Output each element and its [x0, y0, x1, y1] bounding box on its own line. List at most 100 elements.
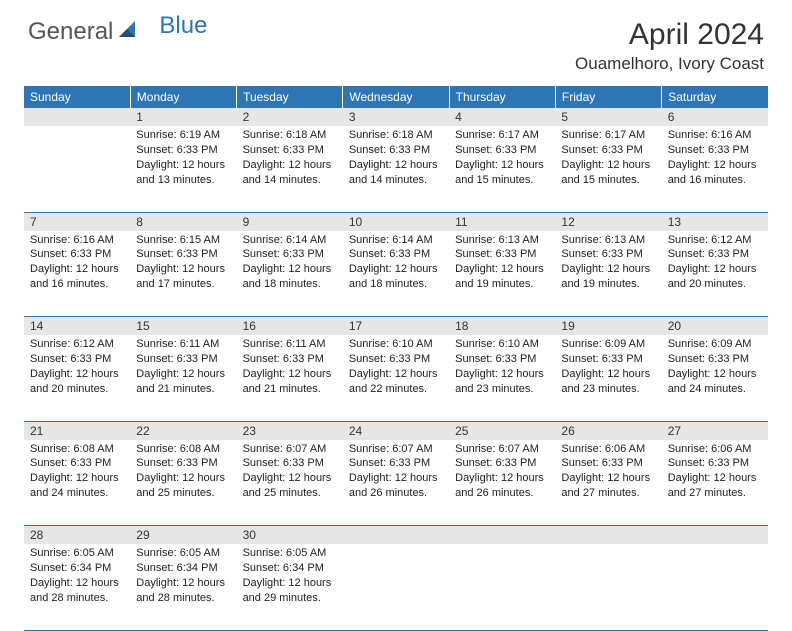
day-data-cell: Sunrise: 6:10 AMSunset: 6:33 PMDaylight:… [449, 335, 555, 421]
brand-part1: General [28, 18, 113, 46]
day-data: Sunrise: 6:05 AMSunset: 6:34 PMDaylight:… [237, 544, 343, 609]
day-data-cell: Sunrise: 6:10 AMSunset: 6:33 PMDaylight:… [343, 335, 449, 421]
day-data-cell: Sunrise: 6:14 AMSunset: 6:33 PMDaylight:… [237, 231, 343, 317]
day-number-cell: 11 [449, 212, 555, 231]
brand-sail-icon [117, 18, 139, 46]
day-data-cell: Sunrise: 6:07 AMSunset: 6:33 PMDaylight:… [449, 440, 555, 526]
sunset-line: Sunset: 6:33 PM [136, 352, 230, 367]
day-data-cell: Sunrise: 6:18 AMSunset: 6:33 PMDaylight:… [237, 126, 343, 212]
daylight-line: Daylight: 12 hours and 22 minutes. [349, 367, 443, 397]
sunrise-line: Sunrise: 6:13 AM [455, 233, 549, 248]
sunset-line: Sunset: 6:33 PM [349, 456, 443, 471]
day-data-cell: Sunrise: 6:19 AMSunset: 6:33 PMDaylight:… [130, 126, 236, 212]
day-data-cell: Sunrise: 6:17 AMSunset: 6:33 PMDaylight:… [449, 126, 555, 212]
sunrise-line: Sunrise: 6:07 AM [455, 442, 549, 457]
sunrise-line: Sunrise: 6:18 AM [349, 128, 443, 143]
daylight-line: Daylight: 12 hours and 19 minutes. [455, 262, 549, 292]
title-block: April 2024 Ouamelhoro, Ivory Coast [575, 18, 764, 74]
day-data: Sunrise: 6:17 AMSunset: 6:33 PMDaylight:… [449, 126, 555, 191]
sunset-line: Sunset: 6:33 PM [455, 143, 549, 158]
day-header: Tuesday [237, 86, 343, 108]
day-number-cell: 20 [662, 317, 768, 336]
sunset-line: Sunset: 6:33 PM [243, 143, 337, 158]
sunset-line: Sunset: 6:33 PM [243, 456, 337, 471]
calendar-head: SundayMondayTuesdayWednesdayThursdayFrid… [24, 86, 768, 108]
sunrise-line: Sunrise: 6:08 AM [136, 442, 230, 457]
day-number-cell: 28 [24, 526, 130, 545]
day-data-row: Sunrise: 6:19 AMSunset: 6:33 PMDaylight:… [24, 126, 768, 212]
sunset-line: Sunset: 6:34 PM [30, 561, 124, 576]
day-data: Sunrise: 6:19 AMSunset: 6:33 PMDaylight:… [130, 126, 236, 191]
day-data-cell: Sunrise: 6:09 AMSunset: 6:33 PMDaylight:… [555, 335, 661, 421]
daylight-line: Daylight: 12 hours and 26 minutes. [349, 471, 443, 501]
day-header: Wednesday [343, 86, 449, 108]
sunset-line: Sunset: 6:33 PM [30, 352, 124, 367]
day-number-cell: 3 [343, 108, 449, 126]
day-number-cell: 1 [130, 108, 236, 126]
day-data: Sunrise: 6:11 AMSunset: 6:33 PMDaylight:… [237, 335, 343, 400]
day-data-cell: Sunrise: 6:07 AMSunset: 6:33 PMDaylight:… [237, 440, 343, 526]
day-number-cell: 2 [237, 108, 343, 126]
day-data-cell: Sunrise: 6:05 AMSunset: 6:34 PMDaylight:… [24, 544, 130, 630]
daylight-line: Daylight: 12 hours and 16 minutes. [30, 262, 124, 292]
day-data-cell: Sunrise: 6:06 AMSunset: 6:33 PMDaylight:… [662, 440, 768, 526]
calendar-table: SundayMondayTuesdayWednesdayThursdayFrid… [24, 86, 768, 631]
sunset-line: Sunset: 6:33 PM [668, 247, 762, 262]
day-number-row: 282930 [24, 526, 768, 545]
day-data: Sunrise: 6:16 AMSunset: 6:33 PMDaylight:… [24, 231, 130, 296]
day-number-cell: 12 [555, 212, 661, 231]
sunset-line: Sunset: 6:33 PM [136, 456, 230, 471]
daylight-line: Daylight: 12 hours and 27 minutes. [561, 471, 655, 501]
sunrise-line: Sunrise: 6:10 AM [349, 337, 443, 352]
day-data: Sunrise: 6:06 AMSunset: 6:33 PMDaylight:… [555, 440, 661, 505]
day-data-cell: Sunrise: 6:06 AMSunset: 6:33 PMDaylight:… [555, 440, 661, 526]
day-data-cell [24, 126, 130, 212]
daylight-line: Daylight: 12 hours and 26 minutes. [455, 471, 549, 501]
page-header: General Blue April 2024 Ouamelhoro, Ivor… [0, 0, 792, 82]
day-number-cell: 24 [343, 421, 449, 440]
daylight-line: Daylight: 12 hours and 14 minutes. [349, 158, 443, 188]
sunset-line: Sunset: 6:33 PM [349, 352, 443, 367]
day-header: Monday [130, 86, 236, 108]
day-number-cell [662, 526, 768, 545]
day-header: Thursday [449, 86, 555, 108]
day-data-cell: Sunrise: 6:16 AMSunset: 6:33 PMDaylight:… [662, 126, 768, 212]
day-data: Sunrise: 6:05 AMSunset: 6:34 PMDaylight:… [24, 544, 130, 609]
day-number-row: 123456 [24, 108, 768, 126]
day-data-cell: Sunrise: 6:05 AMSunset: 6:34 PMDaylight:… [237, 544, 343, 630]
sunset-line: Sunset: 6:34 PM [243, 561, 337, 576]
day-data-cell: Sunrise: 6:11 AMSunset: 6:33 PMDaylight:… [130, 335, 236, 421]
sunrise-line: Sunrise: 6:11 AM [243, 337, 337, 352]
sunset-line: Sunset: 6:33 PM [455, 352, 549, 367]
sunrise-line: Sunrise: 6:15 AM [136, 233, 230, 248]
daylight-line: Daylight: 12 hours and 15 minutes. [455, 158, 549, 188]
daylight-line: Daylight: 12 hours and 23 minutes. [561, 367, 655, 397]
sunset-line: Sunset: 6:33 PM [349, 247, 443, 262]
day-data-cell: Sunrise: 6:12 AMSunset: 6:33 PMDaylight:… [24, 335, 130, 421]
day-header: Friday [555, 86, 661, 108]
day-data-row: Sunrise: 6:05 AMSunset: 6:34 PMDaylight:… [24, 544, 768, 630]
brand-logo: General Blue [28, 18, 207, 46]
daylight-line: Daylight: 12 hours and 24 minutes. [30, 471, 124, 501]
sunrise-line: Sunrise: 6:09 AM [668, 337, 762, 352]
sunset-line: Sunset: 6:33 PM [455, 247, 549, 262]
day-data: Sunrise: 6:18 AMSunset: 6:33 PMDaylight:… [237, 126, 343, 191]
sunrise-line: Sunrise: 6:14 AM [243, 233, 337, 248]
day-header: Saturday [662, 86, 768, 108]
daylight-line: Daylight: 12 hours and 28 minutes. [30, 576, 124, 606]
day-number-cell: 23 [237, 421, 343, 440]
sunrise-line: Sunrise: 6:10 AM [455, 337, 549, 352]
day-data-cell: Sunrise: 6:13 AMSunset: 6:33 PMDaylight:… [449, 231, 555, 317]
sunrise-line: Sunrise: 6:05 AM [30, 546, 124, 561]
daylight-line: Daylight: 12 hours and 25 minutes. [243, 471, 337, 501]
day-number-cell [449, 526, 555, 545]
day-data-cell [343, 544, 449, 630]
sunset-line: Sunset: 6:33 PM [668, 352, 762, 367]
day-number-cell: 22 [130, 421, 236, 440]
sunset-line: Sunset: 6:33 PM [136, 247, 230, 262]
sunset-line: Sunset: 6:33 PM [30, 456, 124, 471]
sunrise-line: Sunrise: 6:06 AM [668, 442, 762, 457]
daylight-line: Daylight: 12 hours and 16 minutes. [668, 158, 762, 188]
day-data-cell: Sunrise: 6:08 AMSunset: 6:33 PMDaylight:… [130, 440, 236, 526]
day-data: Sunrise: 6:08 AMSunset: 6:33 PMDaylight:… [24, 440, 130, 505]
